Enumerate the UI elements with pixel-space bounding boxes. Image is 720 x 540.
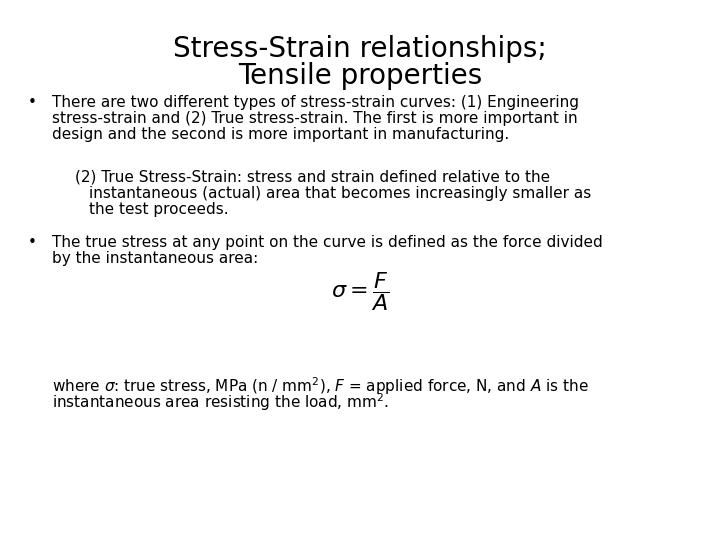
Text: instantaneous (actual) area that becomes increasingly smaller as: instantaneous (actual) area that becomes… [89,186,591,201]
Text: (2) True Stress-Strain: stress and strain defined relative to the: (2) True Stress-Strain: stress and strai… [75,170,550,185]
Text: the test proceeds.: the test proceeds. [89,202,229,217]
Text: where $\sigma$: true stress, MPa (n / mm$^2$), $F$ = applied force, N, and $A$ i: where $\sigma$: true stress, MPa (n / mm… [52,375,589,397]
Text: Stress-Strain relationships;: Stress-Strain relationships; [173,35,547,63]
Text: •: • [28,95,37,110]
Text: The true stress at any point on the curve is defined as the force divided: The true stress at any point on the curv… [52,235,603,250]
Text: instantaneous area resisting the load, mm$^2$.: instantaneous area resisting the load, m… [52,391,389,413]
Text: design and the second is more important in manufacturing.: design and the second is more important … [52,127,509,142]
Text: stress-strain and (2) True stress-strain. The first is more important in: stress-strain and (2) True stress-strain… [52,111,577,126]
Text: There are two different types of stress-strain curves: (1) Engineering: There are two different types of stress-… [52,95,579,110]
Text: Tensile properties: Tensile properties [238,62,482,90]
Text: •: • [28,235,37,250]
Text: $\sigma = \dfrac{F}{A}$: $\sigma = \dfrac{F}{A}$ [330,271,390,314]
Text: by the instantaneous area:: by the instantaneous area: [52,251,258,266]
